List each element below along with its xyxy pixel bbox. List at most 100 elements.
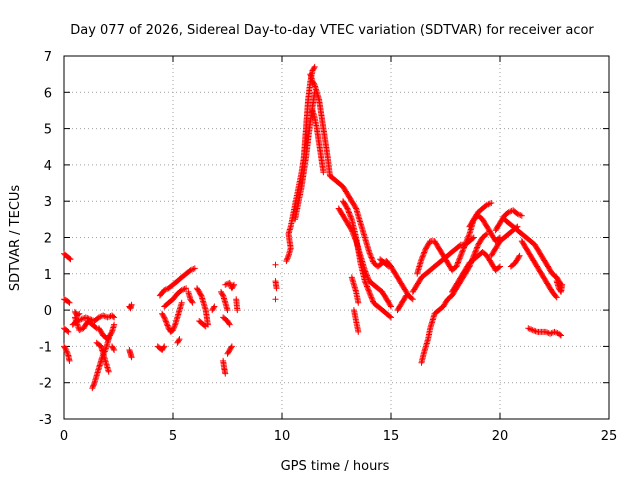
data-point xyxy=(231,281,237,288)
data-point xyxy=(160,344,167,351)
data-point xyxy=(311,65,317,72)
data-point xyxy=(234,307,241,314)
chart-title: Day 077 of 2026, Sidereal Day-to-day VTE… xyxy=(70,23,594,38)
data-point xyxy=(548,330,555,337)
data-point xyxy=(455,259,461,266)
data-point xyxy=(189,299,196,306)
data-point xyxy=(485,201,492,208)
x-axis-label: GPS time / hours xyxy=(281,459,390,474)
data-point xyxy=(226,320,232,327)
data-point xyxy=(180,286,187,293)
y-tick-label: 6 xyxy=(44,86,52,101)
data-point xyxy=(462,241,469,248)
y-tick-label: 1 xyxy=(44,268,52,283)
data-point xyxy=(95,314,102,321)
data-point xyxy=(526,325,533,332)
data-point xyxy=(347,212,354,219)
data-point xyxy=(403,292,410,299)
data-point xyxy=(63,348,70,355)
data-point xyxy=(76,310,83,317)
data-point xyxy=(471,249,478,256)
data-point xyxy=(422,246,429,253)
data-point xyxy=(311,80,317,87)
x-tick-label: 25 xyxy=(601,429,618,444)
x-tick-label: 5 xyxy=(169,429,177,444)
data-point xyxy=(66,299,73,306)
data-point xyxy=(463,239,470,245)
y-tick-label: -1 xyxy=(39,340,52,355)
data-points xyxy=(61,63,566,392)
data-point xyxy=(111,321,118,328)
data-point xyxy=(230,282,237,289)
data-point xyxy=(559,281,566,288)
data-point xyxy=(344,206,351,213)
data-point xyxy=(76,327,83,334)
data-point xyxy=(111,347,118,353)
data-point xyxy=(497,263,503,270)
data-point xyxy=(368,255,375,262)
data-point xyxy=(228,343,235,350)
data-point xyxy=(272,296,279,303)
data-point xyxy=(465,232,472,239)
x-tick-label: 0 xyxy=(60,429,68,444)
data-point xyxy=(224,307,231,314)
grid-lines xyxy=(64,56,609,419)
data-point xyxy=(355,328,362,335)
y-tick-label: 7 xyxy=(44,50,52,65)
data-point xyxy=(558,332,564,339)
data-point xyxy=(210,304,217,311)
data-point xyxy=(461,244,467,251)
data-point xyxy=(90,382,97,389)
data-point xyxy=(362,280,369,287)
data-point xyxy=(473,247,479,254)
data-point xyxy=(384,262,391,269)
data-point xyxy=(464,235,471,241)
data-point xyxy=(67,256,74,263)
data-point xyxy=(365,286,372,293)
data-point xyxy=(355,299,362,306)
data-point xyxy=(348,215,355,221)
data-point xyxy=(553,329,559,336)
data-point xyxy=(458,249,465,256)
data-point xyxy=(516,252,523,259)
data-point xyxy=(272,261,279,268)
data-point xyxy=(557,331,563,338)
data-point xyxy=(474,244,481,251)
data-point xyxy=(470,234,477,241)
y-tick-label: 3 xyxy=(44,195,52,210)
data-point xyxy=(65,298,72,305)
y-tick-label: 0 xyxy=(44,304,52,319)
data-point xyxy=(176,336,183,343)
data-point xyxy=(161,315,168,322)
axis-ticks: 0 5 10 15 20 25 -3 -2 -1 0 1 2 3 4 5 6 7 xyxy=(39,50,617,444)
data-point xyxy=(89,385,96,392)
data-point xyxy=(409,296,416,303)
data-point xyxy=(75,311,82,318)
data-point xyxy=(66,255,73,262)
data-point xyxy=(364,283,370,290)
data-point xyxy=(110,313,116,320)
data-point xyxy=(62,345,69,352)
data-point xyxy=(542,328,549,335)
data-point xyxy=(457,254,464,260)
data-point xyxy=(128,354,135,361)
data-point xyxy=(188,266,195,273)
data-point xyxy=(419,253,426,260)
data-point xyxy=(64,351,71,358)
data-point xyxy=(92,324,99,331)
data-point xyxy=(388,303,394,310)
data-point xyxy=(79,315,86,322)
data-point xyxy=(352,204,359,211)
data-point xyxy=(366,250,373,257)
data-point xyxy=(201,322,208,329)
y-tick-label: 5 xyxy=(44,123,52,138)
data-point xyxy=(320,169,327,176)
data-point xyxy=(368,295,375,302)
data-point xyxy=(361,278,368,285)
data-point xyxy=(219,291,226,298)
data-point xyxy=(178,299,185,306)
data-point xyxy=(553,294,560,301)
x-tick-label: 10 xyxy=(274,429,291,444)
data-point xyxy=(515,211,522,218)
